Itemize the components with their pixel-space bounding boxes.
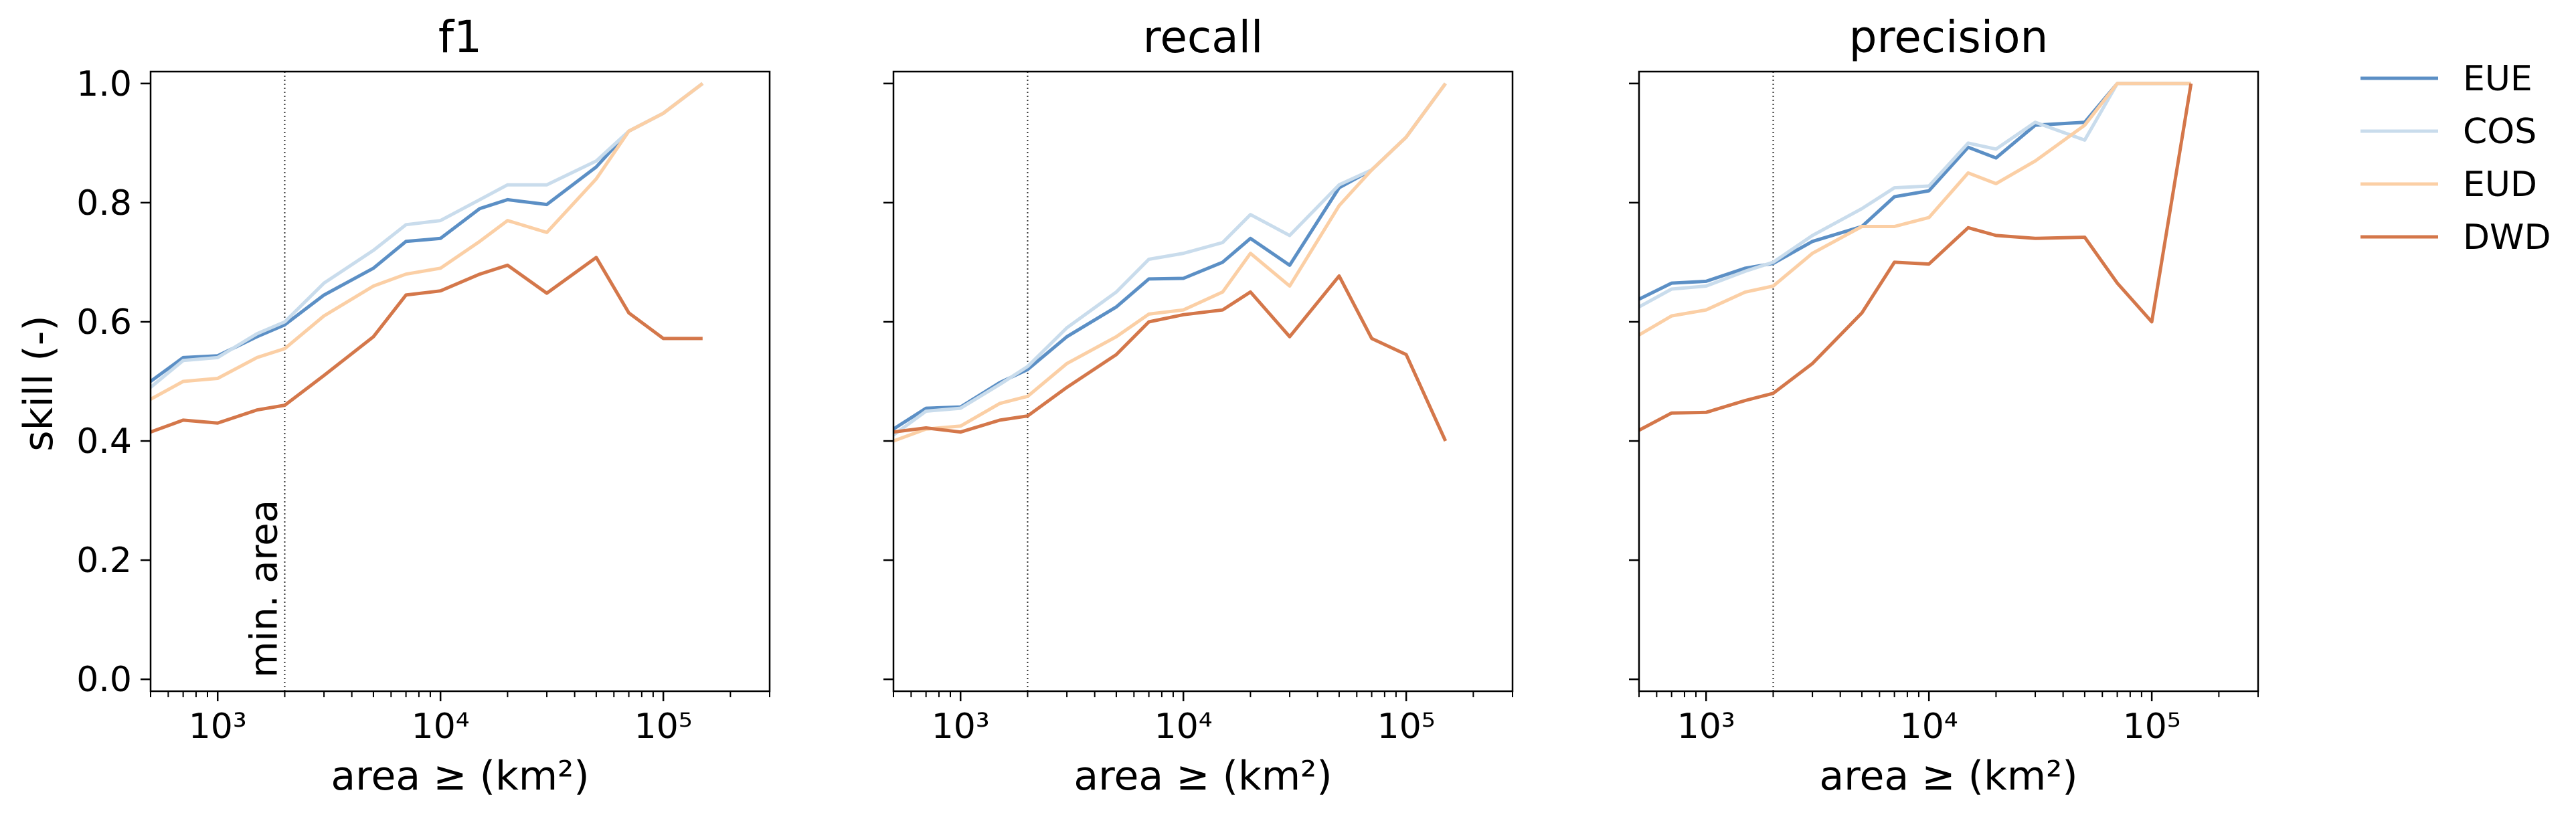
series-line-EUE — [1639, 82, 2191, 301]
panel-f1: 10³ 10⁴ 10⁵ 0.0 0.2 0.4 0.6 0.8 1.0 min. area f1 ar… — [76, 11, 771, 800]
x-tick-label: 10³ — [189, 707, 247, 747]
panel-title: precision — [1849, 11, 2049, 63]
plot-frame — [149, 70, 771, 693]
x-tick-label: 10⁴ — [1900, 707, 1958, 747]
x-tick-label: 10⁴ — [412, 707, 470, 747]
series-line-DWD — [1639, 83, 2193, 432]
series-line-EUD — [1639, 82, 2191, 337]
series-line-COS — [1639, 82, 2191, 308]
legend: EUE COS EUD DWD — [2360, 59, 2551, 258]
y-tick-label: 0.8 — [76, 183, 132, 223]
y-tick-label: 0.2 — [76, 541, 132, 581]
min-area-annotation: min. area — [242, 500, 286, 678]
plot-frame — [892, 70, 1514, 693]
y-tick-label: 1.0 — [76, 64, 132, 104]
legend-label-COS: COS — [2463, 112, 2537, 152]
panel-title: recall — [1143, 11, 1264, 63]
series-line-DWD — [893, 274, 1448, 442]
legend-label-EUD: EUD — [2463, 165, 2537, 205]
series-line-COS — [151, 82, 704, 389]
series-line-COS — [893, 82, 1447, 437]
x-tick-label: 10⁴ — [1154, 707, 1213, 747]
plot-frame — [1638, 70, 2259, 693]
x-axis-label: area ≥ (km²) — [331, 753, 589, 800]
x-tick-label: 10⁵ — [634, 707, 693, 747]
legend-label-DWD: DWD — [2463, 217, 2551, 258]
y-tick-label: 0.0 — [76, 660, 132, 700]
y-axis-label: skill (-) — [15, 315, 62, 452]
panel-recall: 10³ 10⁴ 10⁵ recall area ≥ (km²) — [883, 11, 1514, 800]
y-tick-label: 0.4 — [76, 422, 132, 462]
x-axis-label: area ≥ (km²) — [1819, 753, 2077, 800]
panel-precision: 10³ 10⁴ 10⁵ precision area ≥ (km²) — [1629, 11, 2259, 800]
legend-label-EUE: EUE — [2463, 59, 2532, 99]
series-line-DWD — [151, 256, 703, 434]
series-line-EUD — [893, 82, 1447, 443]
y-tick-label: 0.6 — [76, 302, 132, 343]
x-tick-label: 10⁵ — [1377, 707, 1436, 747]
x-tick-label: 10⁵ — [2123, 707, 2181, 747]
x-tick-label: 10³ — [1677, 707, 1735, 747]
x-tick-label: 10³ — [932, 707, 990, 747]
series-line-EUD — [151, 82, 704, 401]
series-line-EUE — [151, 82, 704, 383]
x-axis-label: area ≥ (km²) — [1074, 753, 1332, 800]
panel-title: f1 — [438, 11, 482, 63]
